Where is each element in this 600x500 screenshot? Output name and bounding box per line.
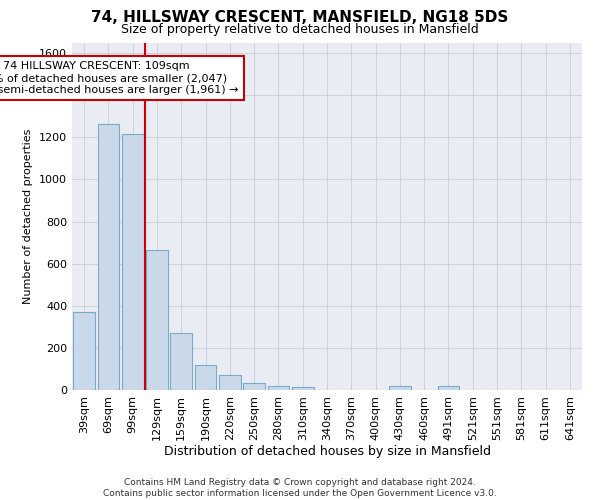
Text: 74 HILLSWAY CRESCENT: 109sqm
← 51% of detached houses are smaller (2,047)
48% of: 74 HILLSWAY CRESCENT: 109sqm ← 51% of de… [0, 62, 238, 94]
Text: Contains HM Land Registry data © Crown copyright and database right 2024.
Contai: Contains HM Land Registry data © Crown c… [103, 478, 497, 498]
Bar [389, 386, 411, 390]
Bar [73, 312, 95, 390]
Bar [219, 376, 241, 390]
Text: Size of property relative to detached houses in Mansfield: Size of property relative to detached ho… [121, 22, 479, 36]
Bar [268, 386, 289, 390]
X-axis label: Distribution of detached houses by size in Mansfield: Distribution of detached houses by size … [163, 446, 491, 458]
Bar [97, 124, 119, 390]
Bar [243, 382, 265, 390]
Text: 74, HILLSWAY CRESCENT, MANSFIELD, NG18 5DS: 74, HILLSWAY CRESCENT, MANSFIELD, NG18 5… [91, 10, 509, 25]
Y-axis label: Number of detached properties: Number of detached properties [23, 128, 34, 304]
Bar [146, 250, 168, 390]
Bar [194, 364, 217, 390]
Bar [170, 333, 192, 390]
Bar [292, 387, 314, 390]
Bar [437, 386, 460, 390]
Bar [122, 134, 143, 390]
